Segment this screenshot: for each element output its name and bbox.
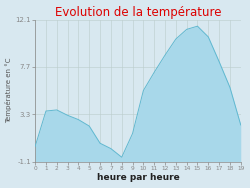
Title: Evolution de la température: Evolution de la température [55, 6, 221, 19]
X-axis label: heure par heure: heure par heure [96, 174, 179, 182]
Y-axis label: Température en °C: Température en °C [6, 58, 12, 123]
